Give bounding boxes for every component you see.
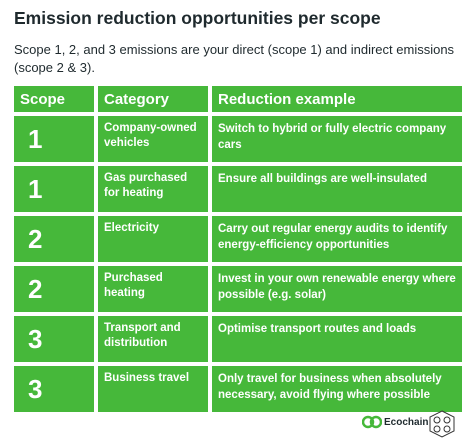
- example-cell: Switch to hybrid or fully electric compa…: [212, 116, 462, 162]
- scope-cell: 3: [14, 366, 94, 412]
- column-header: Scope: [14, 86, 94, 112]
- scope-cell: 3: [14, 316, 94, 362]
- brand: Ecochain: [384, 417, 429, 428]
- title: Emission reduction opportunities per sco…: [14, 8, 381, 28]
- example-cell: Optimise transport routes and loads: [212, 316, 462, 362]
- subtitle: Scope 1, 2, and 3 emissions are your dir…: [14, 42, 455, 75]
- category-cell: Electricity: [98, 216, 208, 262]
- scope-cell: 2: [14, 216, 94, 262]
- scope-cell: 1: [14, 116, 94, 162]
- example-cell: Only travel for business when absolutely…: [212, 366, 462, 412]
- column-header: Category: [98, 86, 208, 112]
- category-cell: Transport and distribution: [98, 316, 208, 362]
- category-cell: Purchased heating: [98, 266, 208, 312]
- category-cell: Business travel: [98, 366, 208, 412]
- category-cell: Company-owned vehicles: [98, 116, 208, 162]
- example-cell: Ensure all buildings are well-insulated: [212, 166, 462, 212]
- example-cell: Invest in your own renewable energy wher…: [212, 266, 462, 312]
- scope-cell: 1: [14, 166, 94, 212]
- table: Scope Category Reduction example 1 Company-o…: [14, 86, 462, 412]
- brand-icon: [362, 415, 382, 429]
- example-cell: Carry out regular energy audits to ident…: [212, 216, 462, 262]
- badge: [429, 410, 455, 438]
- column-header: Reduction example: [212, 86, 462, 112]
- category-cell: Gas purchased for heating: [98, 166, 208, 212]
- scope-cell: 2: [14, 266, 94, 312]
